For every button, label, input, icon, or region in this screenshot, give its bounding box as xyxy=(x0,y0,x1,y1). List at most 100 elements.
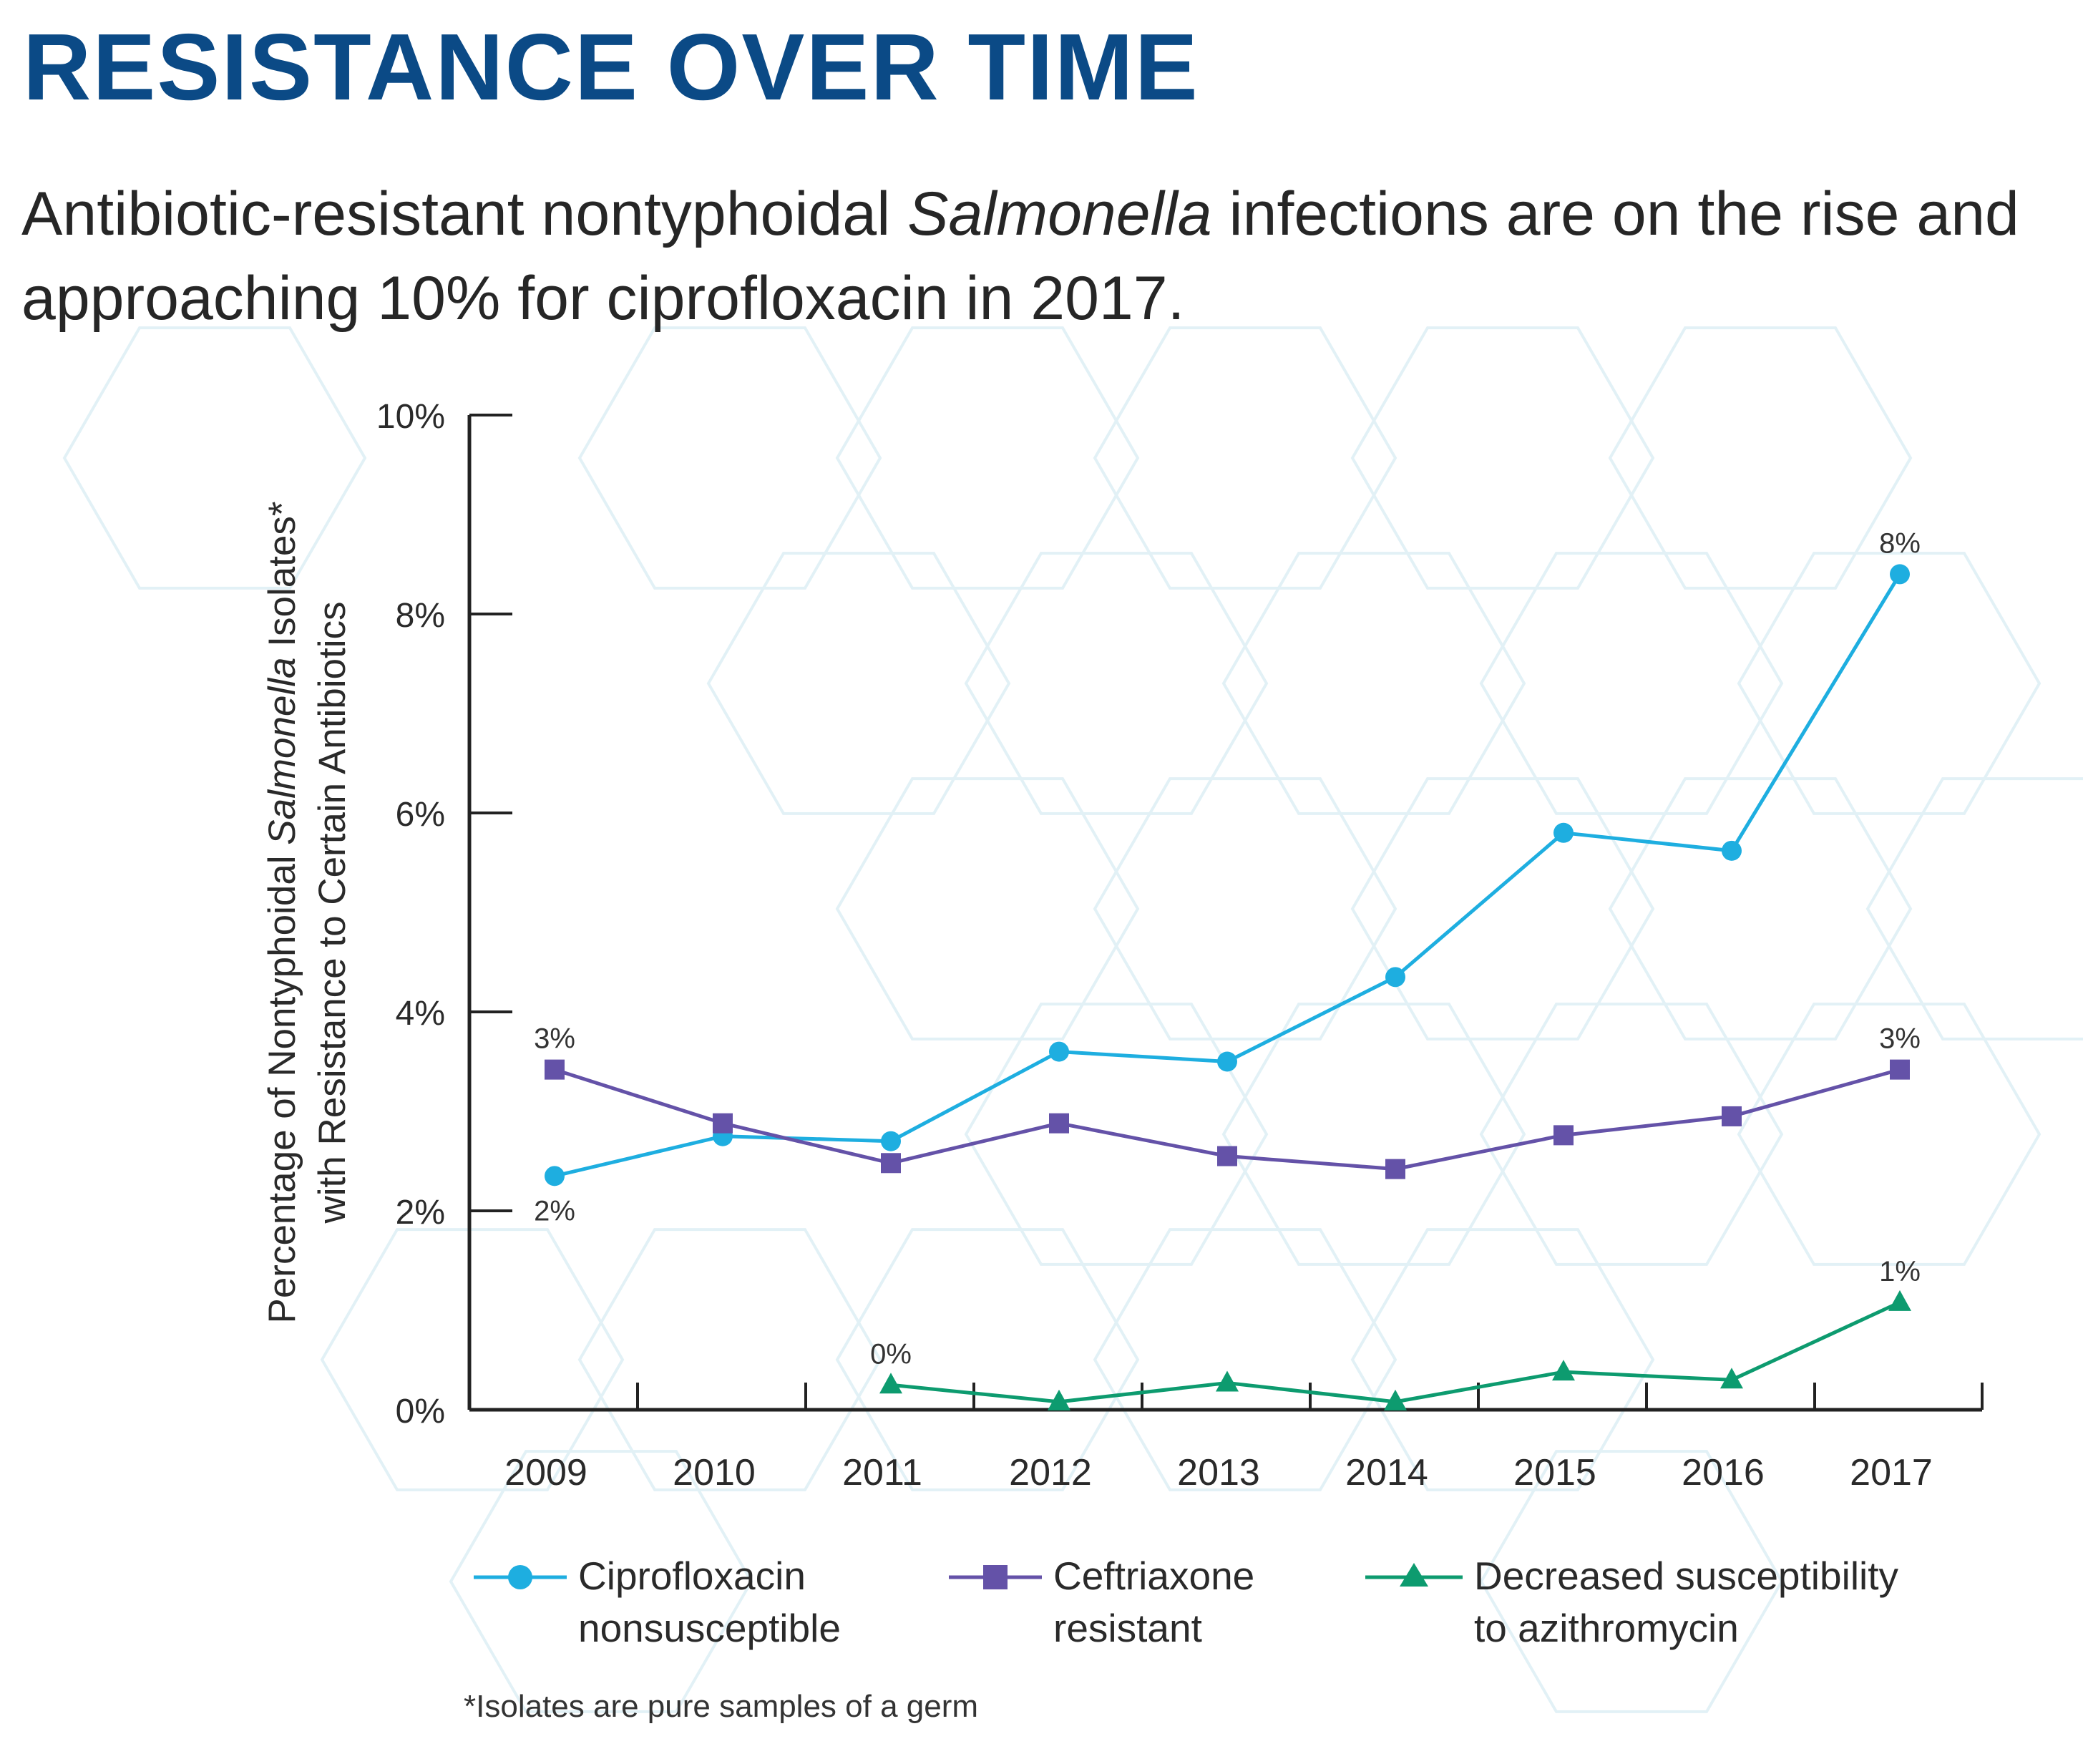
subtitle-text-end: infections are on the rise and approachi… xyxy=(21,180,2019,333)
y-axis-label-text-end: Isolates* xyxy=(261,501,303,657)
y-tick-label: 4% xyxy=(396,995,445,1033)
data-point-cipro xyxy=(1890,564,1910,585)
data-point-azith xyxy=(879,1373,902,1394)
data-label-cipro: 2% xyxy=(534,1195,575,1227)
data-label-ceft: 3% xyxy=(534,1023,575,1055)
legend-label-line2: to azithromycin xyxy=(1474,1606,1739,1650)
data-point-cipro xyxy=(881,1131,901,1151)
data-point-cipro xyxy=(1049,1041,1069,1062)
background-hexagon xyxy=(1737,1003,2041,1266)
data-point-cipro xyxy=(545,1166,565,1186)
x-tick-label: 2016 xyxy=(1682,1452,1765,1493)
legend-label-azithromycin: Decreased susceptibility to azithromycin xyxy=(1474,1550,1898,1655)
y-tick-label: 10% xyxy=(376,398,445,436)
data-point-ceft xyxy=(713,1113,733,1134)
data-point-cipro xyxy=(1217,1051,1237,1072)
series-line-cipro xyxy=(554,573,1902,1178)
x-tick-label: 2010 xyxy=(673,1452,756,1493)
page-subtitle: Antibiotic-resistant nontyphoidal Salmon… xyxy=(21,172,2068,341)
data-point-cipro xyxy=(1553,822,1574,843)
background-hexagon xyxy=(449,1450,753,1713)
series-line-azith xyxy=(890,1300,1901,1404)
data-point-ceft xyxy=(1722,1106,1742,1126)
y-axis-label-italic: Salmonella xyxy=(261,657,303,844)
subtitle-italic-term: Salmonella xyxy=(907,180,1212,248)
x-tick-label: 2012 xyxy=(1009,1452,1092,1493)
data-point-cipro xyxy=(1722,840,1742,861)
data-point-azith xyxy=(1048,1389,1070,1410)
background-hexagon xyxy=(1093,326,1397,590)
data-point-cipro xyxy=(1385,967,1405,988)
background-hexagon xyxy=(1737,552,2041,815)
legend-label-line2: nonsusceptible xyxy=(578,1606,841,1650)
y-tick-label: 2% xyxy=(396,1194,445,1232)
background-hexagon xyxy=(1093,1228,1397,1491)
y-axis-label-text-start: Percentage of Nontyphoidal xyxy=(261,845,303,1324)
data-point-azith xyxy=(1552,1360,1575,1381)
series-lines xyxy=(554,573,1902,1404)
legend-square-icon xyxy=(949,1565,1042,1589)
background-hexagon xyxy=(1350,777,1655,1041)
legend-label-ceftriaxone: Ceftriaxone resistant xyxy=(1053,1550,1254,1655)
background-hexagon xyxy=(835,1228,1140,1491)
background-hexagon xyxy=(1479,552,1784,815)
legend-circle-icon xyxy=(474,1565,567,1589)
axis-ticks: 0% 2% 4% 6% 8% 10% 2009 2010 2011 2012 2013 2014 201… xyxy=(376,398,1984,1493)
background-hexagon xyxy=(1350,1228,1655,1491)
data-point-ceft xyxy=(881,1153,901,1174)
data-label-cipro: 8% xyxy=(1879,527,1921,559)
data-point-ceft xyxy=(1890,1059,1910,1080)
y-tick-label: 8% xyxy=(396,597,445,635)
legend-label-line1: Ciprofloxacin xyxy=(578,1554,806,1598)
y-tick-label: 0% xyxy=(396,1393,445,1431)
background-hexagon xyxy=(1608,777,1913,1041)
data-labels: 2% 8% 3% 3% 0% 1% xyxy=(534,527,1921,1370)
background-hexagon xyxy=(577,1228,882,1491)
legend-label-line2: resistant xyxy=(1053,1606,1202,1650)
data-point-ceft xyxy=(545,1059,565,1080)
background-hexagon xyxy=(62,326,367,590)
background-hexagon xyxy=(706,552,1011,815)
background-hexagon xyxy=(577,326,882,590)
data-point-ceft xyxy=(1049,1113,1069,1134)
page-title: RESISTANCE OVER TIME xyxy=(23,14,1199,120)
background-hexagon xyxy=(835,326,1140,590)
data-label-azith: 0% xyxy=(870,1338,912,1370)
legend-triangle-icon xyxy=(1365,1563,1463,1587)
background-hexagon xyxy=(1221,1003,1526,1266)
y-axis-label-line2: with Resistance to Certain Antibiotics xyxy=(311,601,353,1224)
background-hexagon xyxy=(835,777,1140,1041)
y-tick-label: 6% xyxy=(396,796,445,834)
data-point-azith xyxy=(1720,1368,1743,1389)
legend-label-line1: Decreased susceptibility xyxy=(1474,1554,1899,1598)
background-hexagon xyxy=(964,552,1269,815)
background-hexagon xyxy=(1093,777,1397,1041)
background-hexagon xyxy=(320,1228,625,1491)
chart-axes xyxy=(467,415,1982,1412)
data-point-ceft xyxy=(1385,1159,1405,1179)
data-point-azith xyxy=(1888,1290,1911,1311)
data-label-ceft: 3% xyxy=(1879,1023,1921,1055)
data-label-azith: 1% xyxy=(1879,1256,1921,1287)
series-markers xyxy=(545,564,1911,1410)
legend-item-ceftriaxone: Ceftriaxone resistant xyxy=(949,1550,1254,1655)
data-point-azith xyxy=(1216,1370,1239,1392)
legend-label-ciprofloxacin: Ciprofloxacin nonsusceptible xyxy=(578,1550,841,1655)
x-tick-label: 2009 xyxy=(504,1452,587,1493)
data-point-ceft xyxy=(1217,1146,1237,1166)
background-hexagon xyxy=(1350,326,1655,590)
data-point-azith xyxy=(1384,1389,1407,1410)
x-tick-label: 2011 xyxy=(842,1452,922,1493)
data-point-ceft xyxy=(1553,1125,1574,1146)
x-tick-label: 2017 xyxy=(1850,1452,1933,1493)
legend-item-ciprofloxacin: Ciprofloxacin nonsusceptible xyxy=(474,1550,841,1655)
background-hexagon xyxy=(1221,552,1526,815)
x-tick-label: 2014 xyxy=(1345,1452,1428,1493)
background-hexagon xyxy=(1608,326,1913,590)
x-tick-label: 2013 xyxy=(1177,1452,1260,1493)
background-hexagon xyxy=(1479,1003,1784,1266)
y-axis-label-line1: Percentage of Nontyphoidal Salmonella Is… xyxy=(261,501,303,1323)
background-hexagon xyxy=(1865,777,2083,1041)
